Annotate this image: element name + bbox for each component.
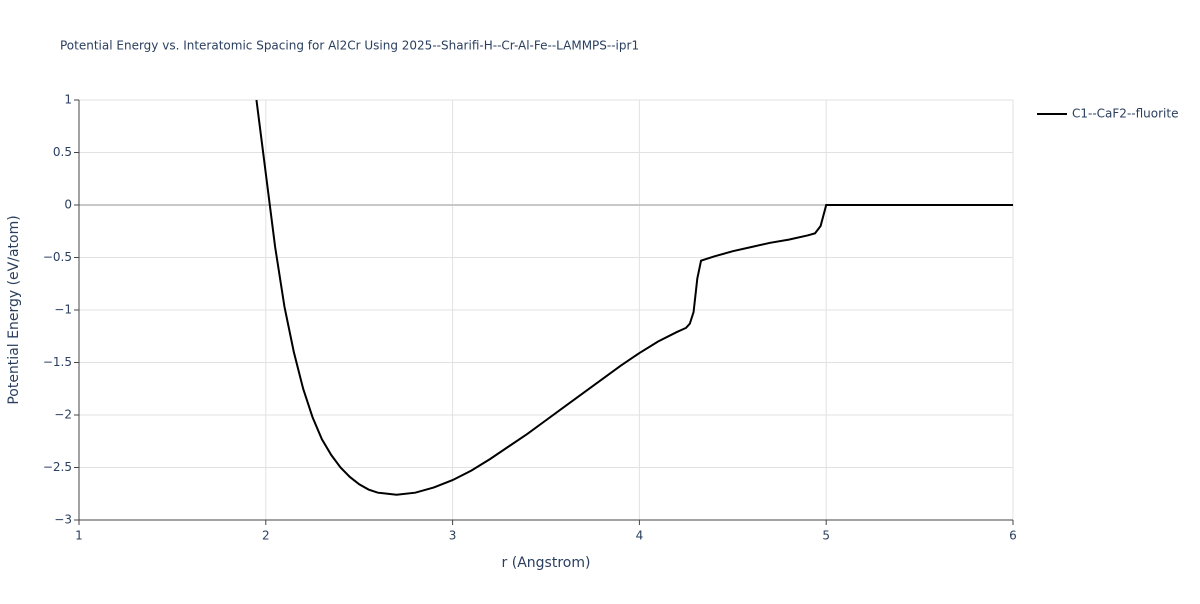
y-tick-label: 0 [64,198,72,212]
x-tick-label: 1 [75,529,83,543]
x-tick-label: 4 [636,529,644,543]
legend-label: C1--CaF2--fluorite [1072,107,1178,121]
chart-title: Potential Energy vs. Interatomic Spacing… [60,39,639,53]
x-tick-label: 5 [822,529,830,543]
x-tick-label: 6 [1009,529,1017,543]
x-axis-title: r (Angstrom) [502,555,591,571]
x-tick-label: 2 [262,529,270,543]
y-tick-label: −1 [54,303,72,317]
x-tick-label: 3 [449,529,457,543]
y-tick-label: 0.5 [53,145,72,159]
y-tick-label: −2.5 [43,460,72,474]
y-tick-label: −0.5 [43,250,72,264]
y-tick-label: 1 [64,93,72,107]
y-tick-label: −1.5 [43,355,72,369]
y-axis-title: Potential Energy (eV/atom) [6,215,22,404]
y-tick-label: −2 [54,408,72,422]
data-line [255,99,1013,496]
y-tick-label: −3 [54,513,72,527]
